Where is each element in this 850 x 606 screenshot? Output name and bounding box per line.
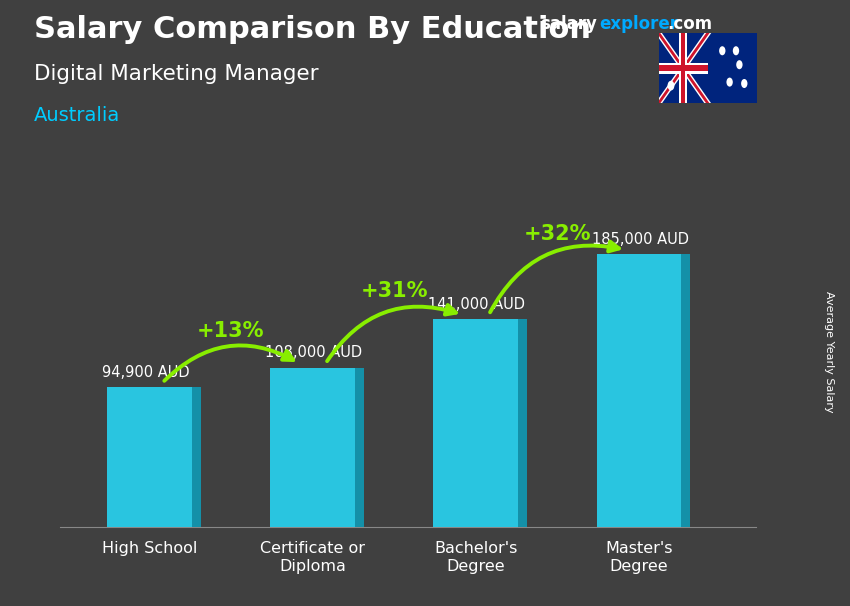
Text: explorer: explorer (599, 15, 678, 33)
Text: .com: .com (667, 15, 712, 33)
Circle shape (736, 60, 743, 69)
Circle shape (727, 78, 733, 87)
Text: Digital Marketing Manager: Digital Marketing Manager (34, 64, 319, 84)
Bar (679, 33, 687, 103)
FancyArrowPatch shape (327, 305, 456, 361)
Bar (597, 255, 682, 527)
Bar (659, 65, 707, 72)
Circle shape (733, 46, 740, 55)
Circle shape (667, 81, 674, 90)
Text: salary: salary (540, 15, 597, 33)
Text: 141,000 AUD: 141,000 AUD (428, 297, 525, 312)
Text: 108,000 AUD: 108,000 AUD (265, 345, 362, 361)
Bar (681, 33, 685, 103)
Text: +31%: +31% (360, 281, 428, 301)
Polygon shape (355, 368, 364, 527)
Text: 94,900 AUD: 94,900 AUD (102, 365, 190, 380)
Text: 185,000 AUD: 185,000 AUD (592, 232, 688, 247)
Text: +13%: +13% (197, 321, 264, 341)
Polygon shape (518, 319, 527, 527)
Bar (270, 368, 355, 527)
Text: Salary Comparison By Education: Salary Comparison By Education (34, 15, 591, 44)
Polygon shape (682, 255, 690, 527)
Text: Australia: Australia (34, 106, 120, 125)
Circle shape (741, 79, 747, 88)
Text: +32%: +32% (524, 224, 591, 244)
Text: Average Yearly Salary: Average Yearly Salary (824, 291, 834, 412)
Polygon shape (192, 387, 201, 527)
FancyArrowPatch shape (164, 345, 293, 381)
Circle shape (719, 46, 725, 55)
Bar (434, 319, 518, 527)
Bar (659, 62, 707, 74)
Bar (107, 387, 192, 527)
FancyArrowPatch shape (490, 242, 619, 312)
